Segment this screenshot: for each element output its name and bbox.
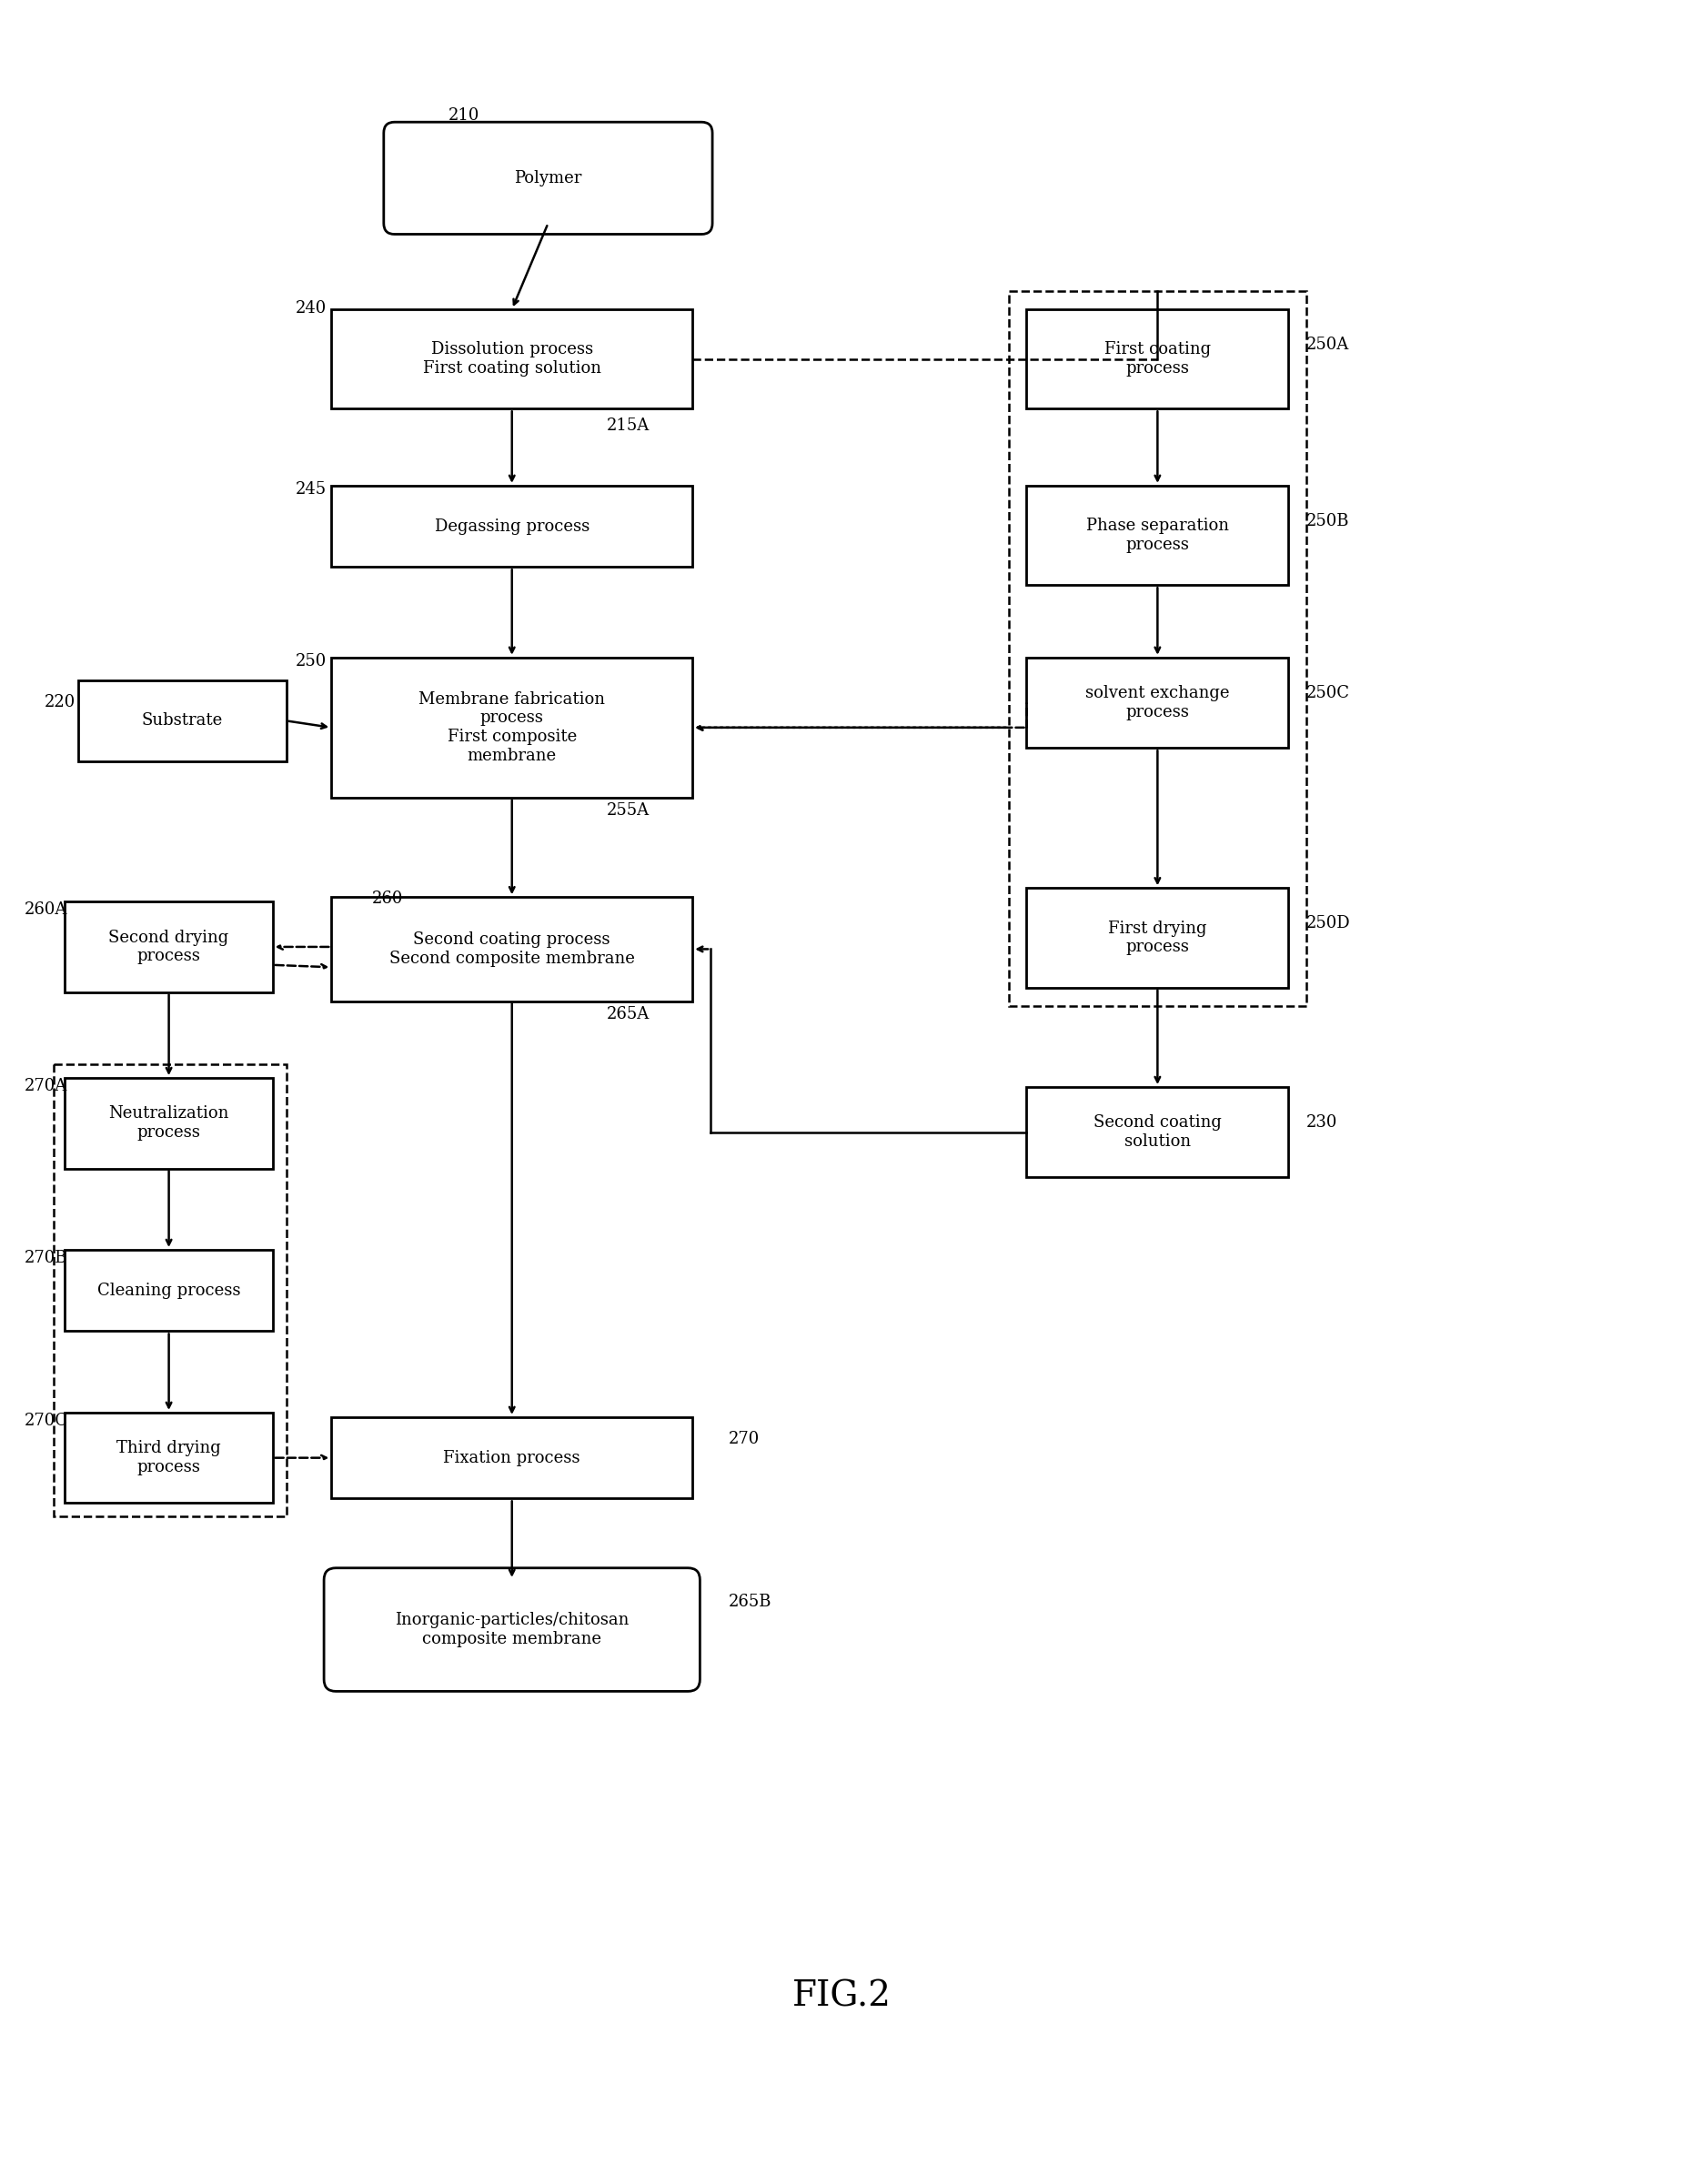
Text: Polymer: Polymer [515, 170, 582, 186]
Bar [332, 485, 692, 568]
Text: 270B: 270B [24, 1249, 67, 1267]
Text: Degassing process: Degassing process [434, 518, 589, 535]
Text: 245: 245 [295, 480, 327, 498]
Text: 230: 230 [1306, 1114, 1338, 1131]
Text: First drying
process: First drying process [1107, 919, 1207, 954]
Text: Third drying
process: Third drying process [116, 1439, 220, 1476]
Bar [332, 1417, 692, 1498]
Text: 270C: 270C [24, 1413, 67, 1428]
Text: Dissolution process
First coating solution: Dissolution process First coating soluti… [422, 341, 601, 376]
Text: 270: 270 [729, 1431, 759, 1448]
Text: 260: 260 [372, 891, 404, 906]
Text: Cleaning process: Cleaning process [98, 1282, 241, 1299]
Text: FIG.2: FIG.2 [793, 1981, 890, 2014]
Text: 265B: 265B [729, 1594, 772, 1610]
Bar [332, 310, 692, 408]
Bar [332, 657, 692, 797]
FancyBboxPatch shape [323, 1568, 700, 1690]
Text: 250B: 250B [1306, 513, 1350, 529]
Text: Phase separation
process: Phase separation process [1086, 518, 1229, 553]
Bar [66, 1079, 273, 1168]
Bar [1027, 485, 1289, 585]
Text: 265A: 265A [608, 1005, 650, 1022]
Bar [54, 1064, 286, 1516]
Text: First coating
process: First coating process [1104, 341, 1210, 376]
Text: solvent exchange
process: solvent exchange process [1086, 686, 1230, 721]
Bar [1027, 889, 1289, 987]
Bar [66, 1413, 273, 1503]
Text: 250A: 250A [1306, 336, 1350, 354]
Text: 210: 210 [449, 107, 480, 124]
Text: 270A: 270A [24, 1079, 67, 1094]
Bar [79, 679, 286, 762]
Bar [1027, 657, 1289, 747]
Text: 255A: 255A [608, 802, 650, 819]
Text: 250C: 250C [1306, 684, 1350, 701]
Text: Neutralization
process: Neutralization process [109, 1105, 229, 1140]
Text: 250D: 250D [1306, 915, 1351, 933]
Bar [1027, 1088, 1289, 1177]
Bar [66, 902, 273, 992]
Text: Second drying
process: Second drying process [109, 928, 229, 965]
Text: 250: 250 [295, 653, 327, 668]
Text: Inorganic-particles/chitosan
composite membrane: Inorganic-particles/chitosan composite m… [396, 1612, 629, 1647]
Text: Substrate: Substrate [141, 712, 222, 729]
Text: 240: 240 [295, 299, 327, 317]
Text: Second coating
solution: Second coating solution [1094, 1114, 1222, 1151]
Text: Fixation process: Fixation process [444, 1450, 581, 1465]
Bar [332, 898, 692, 1000]
Bar [66, 1249, 273, 1332]
FancyBboxPatch shape [384, 122, 712, 234]
Text: 215A: 215A [608, 417, 650, 435]
Bar [1008, 290, 1306, 1005]
Text: 220: 220 [44, 695, 76, 710]
Text: 260A: 260A [24, 902, 67, 917]
Text: Membrane fabrication
process
First composite
membrane: Membrane fabrication process First compo… [419, 690, 606, 764]
Bar [1027, 310, 1289, 408]
Text: Second coating process
Second composite membrane: Second coating process Second composite … [389, 930, 634, 968]
